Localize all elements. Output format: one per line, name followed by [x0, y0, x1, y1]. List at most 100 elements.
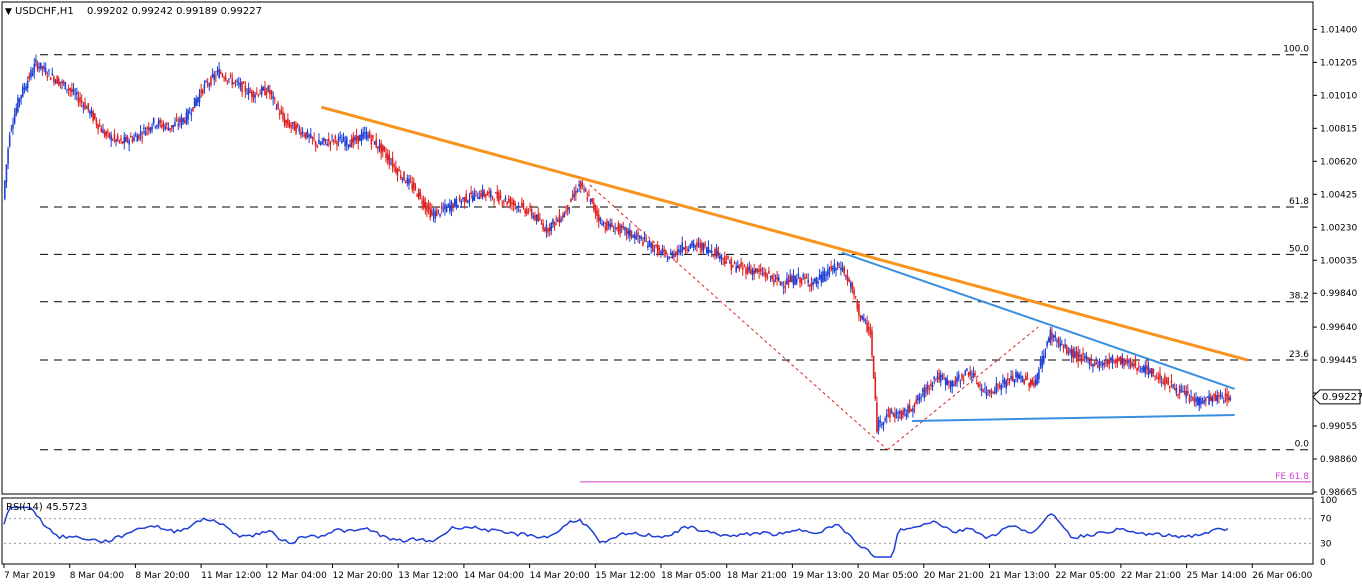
price-tick-label: 1.00035	[1320, 256, 1357, 266]
candle-body	[309, 134, 312, 138]
candle-body	[1129, 358, 1132, 368]
candle-body	[560, 219, 562, 222]
candle-body	[740, 262, 742, 266]
candle-body	[620, 225, 623, 228]
candle-body	[763, 272, 765, 274]
candle-body	[486, 192, 489, 196]
candle-body	[799, 277, 801, 283]
candle-body	[342, 137, 345, 142]
candle-body	[1152, 368, 1155, 374]
candle-body	[134, 134, 137, 137]
candle-body	[723, 256, 726, 265]
candle-body	[1090, 357, 1093, 361]
candle-body	[1080, 354, 1083, 363]
candle-body	[761, 273, 764, 275]
candle-body	[331, 136, 333, 138]
candle-body	[21, 86, 24, 97]
candle-body	[426, 205, 428, 212]
candle-body	[588, 194, 590, 196]
candle-body	[324, 139, 327, 141]
candle-body	[1221, 395, 1223, 398]
candle-body	[111, 139, 114, 141]
candle-body	[1124, 360, 1127, 362]
candle-body	[1083, 356, 1086, 358]
candle-body	[715, 250, 718, 257]
candle-body	[193, 97, 196, 108]
candle-body	[619, 225, 621, 235]
candle-body	[1002, 380, 1004, 383]
candle-body	[5, 164, 8, 183]
candle-body	[792, 275, 795, 285]
candle-body	[694, 245, 697, 247]
candle-body	[840, 267, 842, 270]
time-tick-label: 25 Mar 14:00	[1187, 571, 1247, 581]
candle-body	[1028, 383, 1030, 387]
candle-body	[221, 74, 224, 77]
candle-body	[527, 211, 530, 213]
candle-body	[280, 110, 283, 114]
candle-body	[360, 134, 363, 141]
candle-body	[1198, 397, 1201, 407]
rsi-tick-label: 70	[1320, 515, 1332, 525]
candle-body	[391, 158, 394, 168]
candle-body	[1118, 357, 1120, 361]
candle-body	[494, 192, 497, 194]
candle-body	[210, 77, 212, 86]
candle-body	[378, 144, 381, 149]
candle-body	[1020, 376, 1022, 379]
candle-body	[1003, 379, 1006, 385]
candle-body	[506, 201, 508, 205]
time-tick-label: 22 Mar 05:00	[1055, 571, 1115, 581]
candle-body	[174, 122, 176, 127]
candle-body	[85, 107, 88, 109]
candle-body	[1178, 385, 1181, 394]
candle-body	[301, 131, 304, 134]
candle-body	[419, 192, 422, 197]
candle-body	[889, 408, 891, 418]
candle-body	[648, 240, 651, 247]
candle-body	[460, 201, 463, 204]
candle-body	[903, 408, 906, 412]
candle-body	[1183, 390, 1186, 394]
candle-body	[107, 131, 109, 133]
candle-body	[323, 137, 325, 142]
candle-body	[57, 79, 60, 86]
candle-body	[791, 276, 793, 282]
candle-body	[347, 145, 350, 147]
candle-body	[964, 370, 967, 376]
candle-body	[95, 120, 98, 125]
candle-body	[349, 144, 351, 148]
fe-level-label: FE 61.8	[1275, 472, 1309, 482]
candle-body	[241, 81, 243, 93]
candle-body	[370, 138, 373, 145]
candle-body	[923, 387, 926, 398]
candle-body	[807, 279, 809, 284]
candle-body	[69, 88, 72, 92]
candle-body	[921, 389, 924, 392]
candle-body	[722, 258, 724, 260]
candle-body	[4, 180, 6, 199]
candle-body	[946, 378, 949, 386]
candle-body	[755, 268, 757, 273]
candle-body	[30, 69, 32, 78]
candle-body	[701, 243, 703, 252]
candle-body	[314, 141, 317, 146]
candle-body	[949, 381, 952, 387]
candle-body	[406, 177, 409, 184]
candle-body	[863, 317, 865, 320]
candle-body	[161, 124, 163, 128]
candle-body	[242, 82, 245, 84]
candle-body	[997, 384, 999, 386]
candle-body	[643, 236, 646, 240]
candle-body	[1149, 370, 1151, 374]
candle-body	[136, 136, 139, 142]
candle-body	[522, 202, 525, 208]
candle-body	[93, 113, 96, 120]
candle-body	[403, 171, 405, 181]
candle-body	[543, 229, 546, 231]
candle-body	[1144, 365, 1147, 374]
time-tick-label: 21 Mar 13:00	[990, 571, 1050, 581]
candle-body	[1098, 361, 1101, 366]
